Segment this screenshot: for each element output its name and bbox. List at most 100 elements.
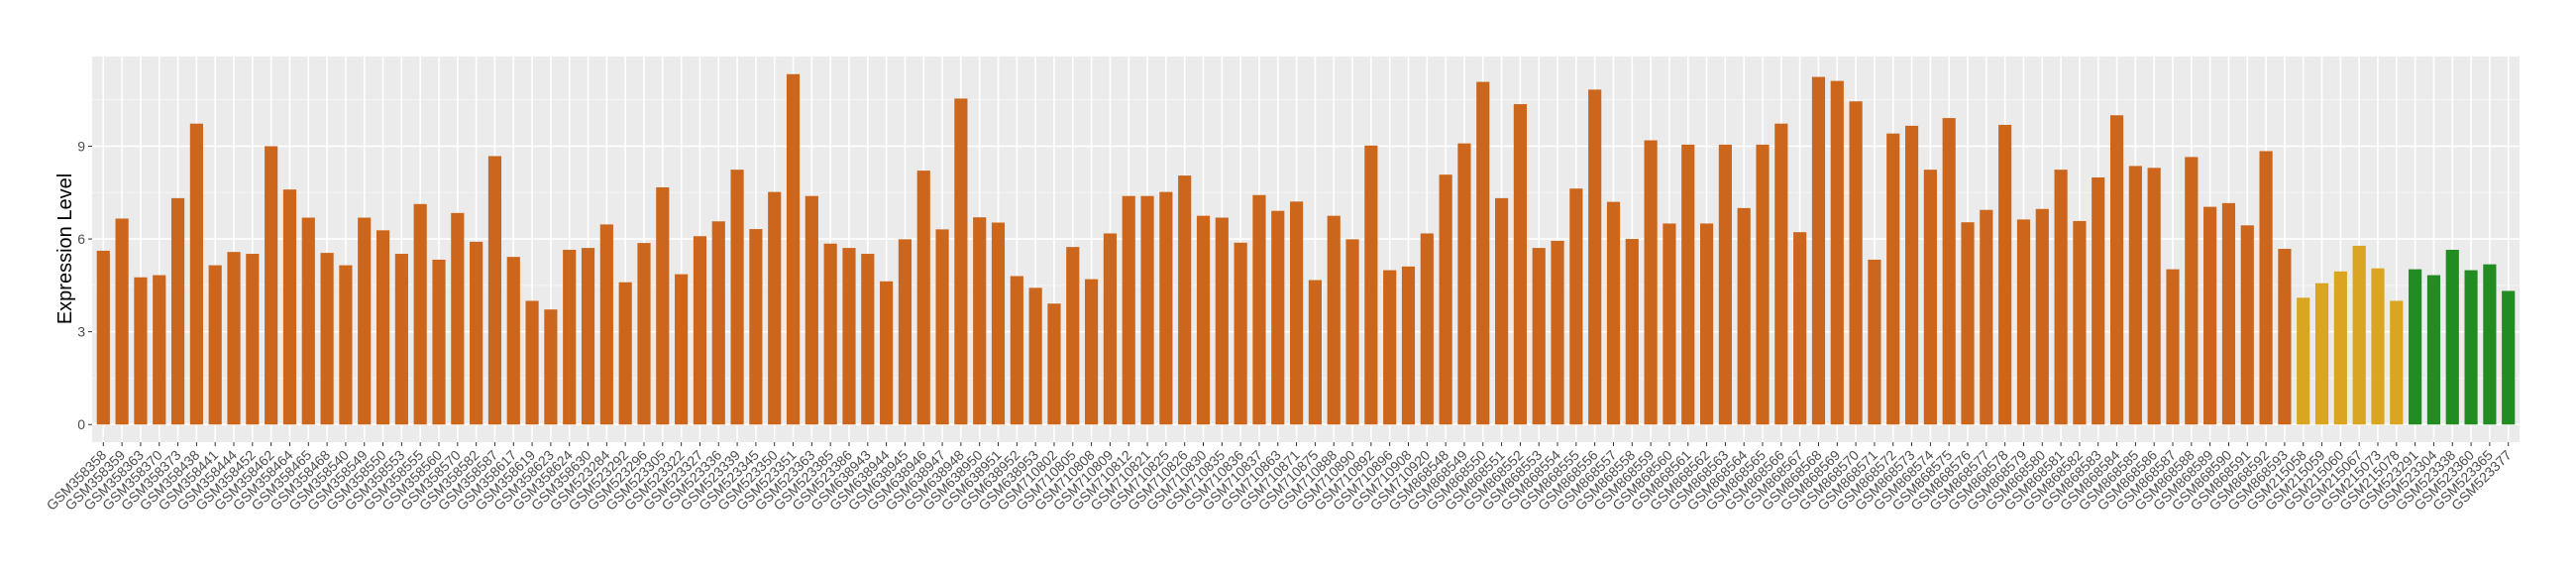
bar-GSM868570 (1849, 101, 1863, 425)
bar-GSM710908 (1401, 266, 1416, 425)
y-tick-label: 0 (77, 416, 85, 432)
bar-GSM710863 (1271, 210, 1285, 425)
bar-GSM868562 (1699, 223, 1714, 425)
bar-GSM868566 (1774, 123, 1788, 425)
bar-GSM868560 (1663, 223, 1676, 425)
bar-GSM710802 (1047, 303, 1061, 425)
bar-GSM523327 (693, 236, 707, 425)
bar-GSM638945 (898, 239, 912, 425)
bar-GSM868568 (1811, 76, 1826, 425)
bar-GSM358370 (153, 275, 166, 425)
bar-GSM868583 (2092, 176, 2105, 425)
bar-GSM358464 (282, 189, 297, 425)
bar-GSM215078 (2390, 300, 2404, 425)
bar-GSM868549 (1457, 143, 1471, 425)
bar-GSM523304 (2426, 275, 2441, 425)
bar-GSM868558 (1625, 239, 1639, 425)
bar-GSM215060 (2333, 271, 2347, 425)
bar-GSM710836 (1234, 242, 1247, 425)
y-tick-label: 3 (77, 324, 85, 340)
bar-GSM868550 (1476, 81, 1490, 425)
bar-GSM358549 (358, 217, 372, 425)
bar-GSM523291 (2409, 269, 2422, 425)
bar-GSM868554 (1551, 240, 1564, 425)
bar-GSM523350 (768, 191, 782, 425)
bar-GSM868577 (1980, 209, 1993, 425)
bar-GSM358358 (96, 250, 110, 425)
bar-GSM868548 (1439, 174, 1452, 425)
bar-GSM358582 (470, 241, 483, 425)
bar-GSM710805 (1066, 247, 1080, 425)
bar-GSM523386 (842, 248, 856, 425)
bar-GSM358553 (394, 254, 408, 425)
bar-GSM868585 (2128, 166, 2142, 425)
bar-GSM638948 (954, 98, 968, 425)
bar-GSM710896 (1383, 270, 1397, 425)
bar-GSM638943 (861, 254, 875, 425)
bar-GSM638951 (991, 222, 1006, 425)
bar-GSM358550 (376, 230, 390, 425)
y-axis-title: Expression Level (54, 173, 76, 324)
bar-GSM523292 (618, 282, 632, 425)
bar-GSM868587 (2166, 269, 2180, 425)
bar-GSM358441 (208, 265, 222, 425)
bar-GSM868561 (1681, 144, 1695, 425)
bar-GSM358555 (413, 203, 427, 425)
bar-GSM358452 (246, 254, 260, 425)
bar-GSM868584 (2109, 115, 2124, 425)
bar-GSM868555 (1569, 188, 1583, 425)
bar-GSM710920 (1420, 233, 1434, 425)
bar-GSM523363 (805, 195, 818, 425)
bar-GSM358617 (506, 257, 520, 425)
bar-GSM868590 (2221, 202, 2236, 425)
y-tick-label: 6 (77, 231, 85, 247)
bar-GSM523360 (2464, 270, 2478, 425)
bar-GSM868575 (1942, 118, 1956, 425)
bar-GSM868578 (1998, 124, 2012, 425)
bar-GSM868565 (1756, 144, 1770, 425)
bar-GSM358619 (525, 300, 539, 425)
bar-GSM868559 (1644, 140, 1658, 425)
bar-GSM215058 (2297, 297, 2310, 425)
bar-GSM710892 (1364, 145, 1378, 425)
bar-GSM868567 (1793, 232, 1807, 425)
bar-GSM868553 (1532, 248, 1546, 425)
bar-GSM868579 (2016, 219, 2031, 425)
bar-GSM710825 (1159, 191, 1173, 425)
bar-GSM710875 (1308, 280, 1322, 425)
x-axis: GSM358358GSM358359GSM358363GSM358370GSM3… (44, 442, 2515, 514)
bar-GSM710871 (1290, 201, 1304, 425)
bar-GSM710826 (1178, 175, 1192, 425)
bar-GSM868592 (2259, 151, 2273, 425)
bar-GSM358465 (301, 217, 315, 425)
bar-GSM638953 (1028, 288, 1042, 425)
bar-GSM358444 (227, 252, 241, 425)
bar-GSM868572 (1886, 133, 1900, 425)
bar-GSM710835 (1215, 217, 1229, 425)
bar-GSM868571 (1868, 259, 1881, 425)
bar-GSM868589 (2203, 206, 2217, 425)
bar-GSM523296 (637, 243, 651, 425)
bar-GSM523305 (656, 186, 670, 425)
bar-GSM358359 (115, 218, 129, 425)
bar-GSM358570 (451, 212, 465, 425)
bar-GSM710890 (1345, 239, 1359, 425)
bar-GSM638950 (973, 217, 987, 425)
bar-GSM868552 (1513, 104, 1527, 425)
bar-GSM868551 (1494, 197, 1509, 425)
bar-GSM638952 (1010, 276, 1023, 425)
bar-GSM868557 (1606, 201, 1621, 425)
bar-GSM358624 (563, 249, 577, 425)
bar-GSM523351 (786, 73, 801, 425)
y-axis: 0 3 6 9 (77, 138, 92, 432)
bar-GSM868563 (1718, 144, 1732, 425)
bar-GSM868586 (2147, 168, 2161, 425)
bar-GSM358438 (189, 123, 203, 425)
bars (96, 73, 2516, 425)
bar-GSM868576 (1961, 222, 1975, 425)
bar-GSM523339 (730, 170, 744, 425)
bar-GSM523365 (2483, 264, 2497, 425)
bar-GSM215073 (2371, 268, 2385, 425)
bar-GSM358560 (432, 259, 446, 425)
